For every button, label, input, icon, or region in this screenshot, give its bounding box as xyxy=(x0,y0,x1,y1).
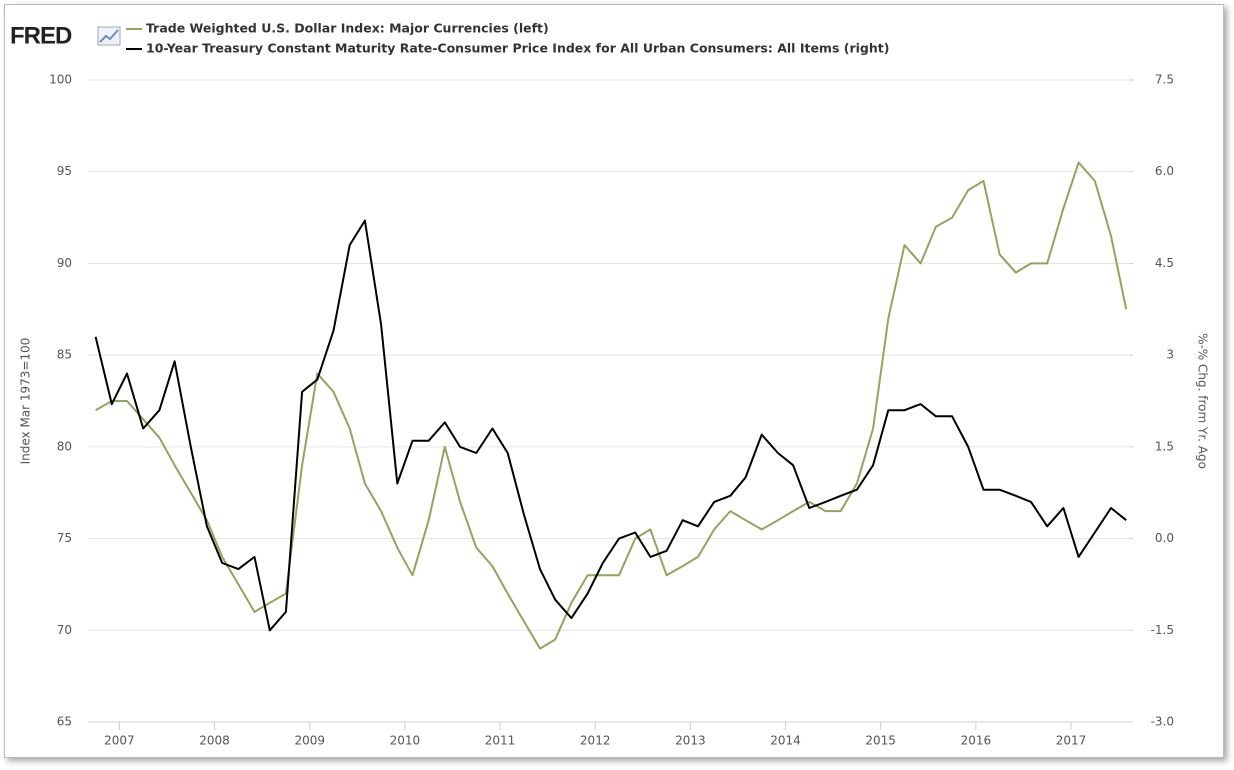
x-tick-label: 2015 xyxy=(865,734,896,748)
y2-tick-label: 0.0 xyxy=(1155,531,1174,545)
x-tick-label: 2017 xyxy=(1056,734,1087,748)
legend-text: 10-Year Treasury Constant Maturity Rate-… xyxy=(146,41,889,56)
y-tick-label: 95 xyxy=(57,164,72,178)
logo-icon xyxy=(97,26,121,46)
y2-tick-label: 3 xyxy=(1166,348,1174,362)
logo: FRED xyxy=(10,22,72,49)
x-tick-label: 2008 xyxy=(199,734,230,748)
y-tick-label: 90 xyxy=(57,256,72,270)
y2-tick-label: 1.5 xyxy=(1155,439,1174,453)
y2-tick-label: 4.5 xyxy=(1155,256,1174,270)
x-tick-label: 2016 xyxy=(961,734,992,748)
y-axis-label: Index Mar 1973=100 xyxy=(19,338,33,465)
y-tick-label: 75 xyxy=(57,531,72,545)
data-line xyxy=(95,161,1128,650)
y-tick-label: 65 xyxy=(57,715,72,729)
x-tick-label: 2010 xyxy=(390,734,421,748)
y2-tick-label: -1.5 xyxy=(1151,623,1174,637)
y-tick-label: 100 xyxy=(49,73,72,87)
x-tick-label: 2009 xyxy=(294,734,325,748)
x-tick-label: 2011 xyxy=(485,734,516,748)
y2-axis-label: %-% Chg. from Yr. Ago xyxy=(1196,333,1210,469)
y2-tick-label: 7.5 xyxy=(1155,73,1174,87)
chart-frame xyxy=(4,4,1224,758)
data-line xyxy=(94,219,1127,632)
legend-text: Trade Weighted U.S. Dollar Index: Major … xyxy=(146,21,549,36)
y-tick-label: 70 xyxy=(57,623,72,637)
x-tick-label: 2013 xyxy=(675,734,706,748)
y-tick-label: 80 xyxy=(57,439,72,453)
y2-tick-label: 6.0 xyxy=(1155,164,1174,178)
y-tick-label: 85 xyxy=(57,348,72,362)
x-tick-label: 2012 xyxy=(580,734,611,748)
y2-tick-label: -3.0 xyxy=(1151,715,1174,729)
x-tick-label: 2014 xyxy=(770,734,801,748)
x-tick-label: 2007 xyxy=(104,734,135,748)
